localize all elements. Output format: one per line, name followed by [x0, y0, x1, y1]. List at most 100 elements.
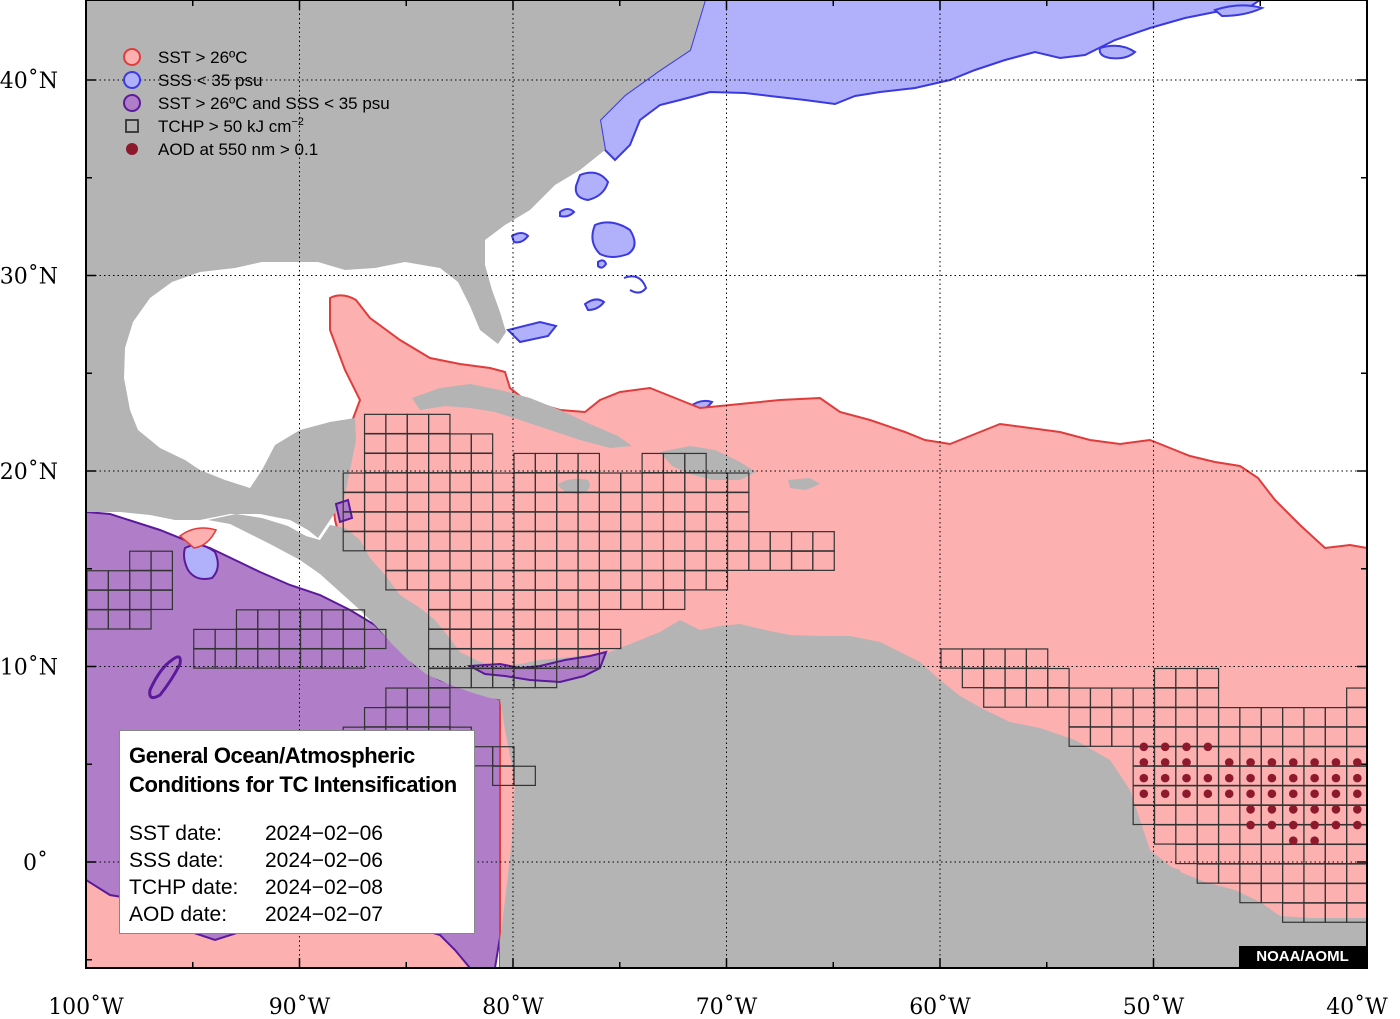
- legend-label: SSS < 35 psu: [158, 71, 262, 90]
- aod-dot: [1182, 773, 1191, 783]
- info-row-value: 2024−02−07: [265, 903, 383, 926]
- jamaica-land: [558, 478, 590, 494]
- aod-dot: [1139, 789, 1149, 799]
- legend-item-both: SST > 26ºC and SSS < 35 psu: [123, 94, 390, 113]
- aod-dot: [1288, 820, 1298, 830]
- info-row-tchp-date: TCHP date: 2024−02−08: [129, 874, 465, 901]
- aod-dot: [1331, 789, 1341, 799]
- mexico-sst-sliver: [178, 527, 218, 549]
- central-america-land: [208, 514, 612, 712]
- aod-dot: [1203, 773, 1213, 783]
- tchp-cell: [1368, 747, 1389, 766]
- aod-dot: [1160, 742, 1170, 752]
- aod-dot: [1267, 805, 1277, 814]
- puerto-rico-land: [788, 478, 820, 490]
- latitude-labels: 40˚N 30˚N 20˚N 10˚N 0˚: [0, 67, 58, 876]
- legend-square-marker: [125, 119, 139, 133]
- aod-dot: [1353, 758, 1362, 767]
- atlantic-sss-blob-3: [1098, 44, 1137, 60]
- legend-label: SST > 26ºC: [158, 48, 248, 67]
- longitude-label: 60˚W: [909, 993, 971, 1019]
- aod-dot: [1182, 789, 1191, 799]
- atlantic-sss-blob-10: [597, 259, 608, 269]
- info-panel: General Ocean/Atmospheric Conditions for…: [119, 730, 475, 934]
- tchp-cell: [1368, 844, 1389, 863]
- aod-dot: [1182, 742, 1191, 752]
- tchp-cell: [662, 589, 686, 611]
- tchp-cell: [513, 765, 536, 787]
- graticule: [86, 0, 1367, 968]
- legend-label-superscript: −2: [291, 116, 304, 128]
- tchp-cell: [812, 550, 835, 571]
- aod-dot: [1139, 758, 1149, 767]
- legend-circle-marker: [123, 94, 141, 112]
- aod-dot: [1246, 789, 1255, 799]
- aod-dot: [1288, 836, 1298, 845]
- info-title-line1: General Ocean/Atmospheric: [129, 743, 415, 768]
- aod-dot: [1160, 773, 1170, 783]
- aod-dot: [1331, 773, 1341, 783]
- aod-dot: [1310, 836, 1319, 845]
- tchp-cell: [129, 609, 152, 630]
- aod-dot: [1246, 773, 1255, 783]
- aod-dot: [1224, 773, 1234, 783]
- tchp-cell: [534, 667, 558, 689]
- tchp-cell: [577, 648, 600, 669]
- aod-dot: [1353, 773, 1362, 783]
- aod-dot: [1267, 820, 1277, 830]
- longitude-label: 50˚W: [1123, 993, 1185, 1019]
- tchp-cell: [1368, 825, 1389, 844]
- south-america-land: [500, 620, 1367, 968]
- legend-dot-marker: [126, 143, 138, 155]
- tchp-cell: [1346, 902, 1367, 923]
- aod-dot: [1267, 758, 1277, 767]
- tchp-cell: [598, 628, 622, 650]
- aod-dot: [1310, 758, 1319, 767]
- aod-dot: [1246, 820, 1255, 830]
- longitude-labels: 100˚W 90˚W 80˚W 70˚W 60˚W 50˚W 40˚W: [48, 993, 1388, 1019]
- aod-dot: [1224, 758, 1234, 767]
- tchp-cell: [1368, 805, 1389, 824]
- tchp-cell: [1368, 903, 1389, 922]
- tchp-cell: [1368, 786, 1389, 805]
- aod-dot: [1353, 820, 1362, 830]
- latitude-label: 30˚N: [0, 263, 58, 290]
- tchp-cell: [1368, 766, 1389, 785]
- info-row-label: TCHP date:: [129, 876, 239, 899]
- legend-circle-marker: [123, 71, 141, 89]
- info-row-sst-date: SST date: 2024−02−06: [129, 820, 465, 847]
- legend-circle-marker: [123, 48, 141, 66]
- hispaniola-land: [660, 446, 756, 480]
- aod-dot: [1203, 742, 1213, 752]
- cayenne-land: [1150, 860, 1185, 900]
- tchp-cell: [342, 648, 366, 669]
- aod-dot: [1139, 773, 1149, 783]
- aod-dot: [1310, 805, 1319, 814]
- aod-dot: [1288, 789, 1298, 799]
- aod-dot: [1331, 820, 1341, 830]
- latitude-label: 20˚N: [0, 458, 58, 485]
- longitude-label: 90˚W: [269, 993, 331, 1019]
- aod-dot: [1182, 758, 1191, 767]
- atlantic-sss-blob-6: [510, 232, 530, 244]
- atlantic-sss-blob-7: [559, 208, 576, 218]
- legend: SST > 26ºC SSS < 35 psu SST > 26ºC and SSS…: [123, 48, 390, 159]
- belize-both-sliver: [334, 498, 354, 524]
- tchp-cell: [1368, 884, 1389, 903]
- latitude-label: 40˚N: [0, 67, 58, 94]
- legend-item-sss: SSS < 35 psu: [123, 71, 262, 90]
- info-row-aod-date: AOD date: 2024−02−07: [129, 901, 465, 928]
- aod-dot: [1224, 789, 1234, 799]
- longitude-label: 40˚W: [1326, 993, 1388, 1019]
- aod-dot: [1246, 758, 1255, 767]
- aod-dot: [1267, 773, 1277, 783]
- info-title-line2: Conditions for TC Intensification: [129, 772, 457, 797]
- info-row-value: 2024−02−06: [265, 849, 383, 872]
- credit-badge: NOAA/AOML: [1239, 946, 1366, 968]
- pacific-both-islet: [148, 655, 182, 700]
- aod-dot: [1160, 789, 1170, 799]
- aod-dot: [1139, 742, 1149, 752]
- aod-dot: [1288, 773, 1298, 783]
- aod-dot: [1353, 805, 1362, 814]
- legend-item-sst: SST > 26ºC: [123, 48, 248, 67]
